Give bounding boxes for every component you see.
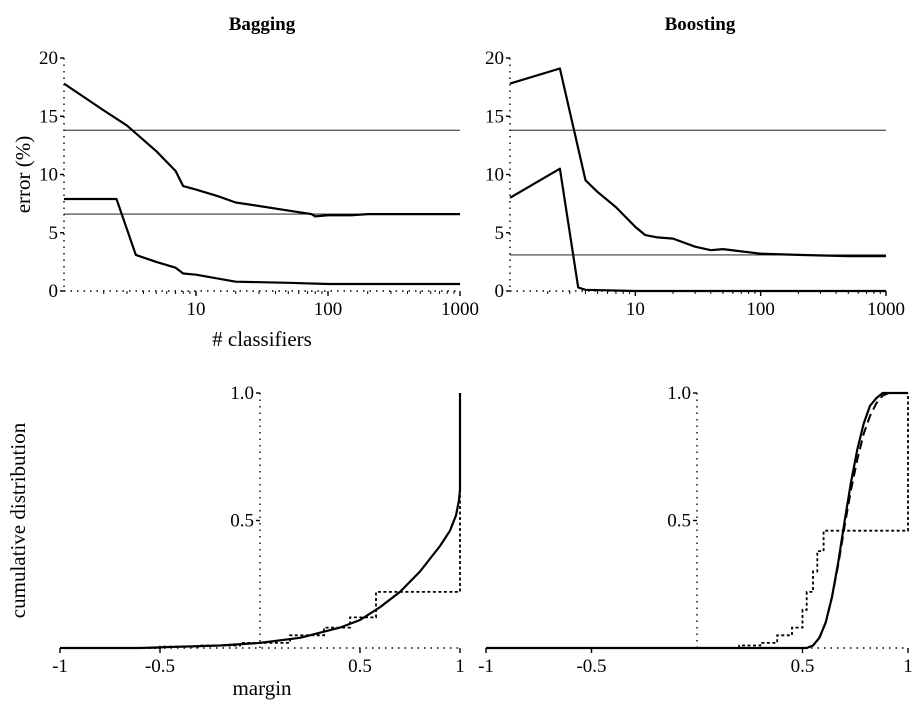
y-tick-label: 20 [39,48,58,69]
chart-title: Boosting [665,14,736,35]
x-tick-label: 1 [455,656,465,677]
series-line-1 [63,82,460,218]
y-tick-label: 10 [485,165,504,186]
series-line-1 [509,67,886,258]
x-tick-label: 10 [626,299,645,320]
chart-title: Bagging [229,14,296,35]
x-tick-label: 0.5 [348,656,372,677]
x-axis-label: # classifiers [212,327,312,351]
series-line-2 [60,393,461,649]
y-tick-label: 1.0 [230,383,254,404]
x-tick-label: 1000 [867,299,905,320]
bagging-margin-panel: -1 -0.5 0.5 1 0.5 1.0 margin cumulative distrib… [6,383,465,700]
y-tick-label: 0.5 [230,511,254,532]
x-tick-label: 1000 [441,299,479,320]
boosting-margin-panel: -1 -0.5 0.5 1 0.5 1.0 [478,383,912,677]
series-line-2 [509,167,886,293]
y-axis-label: cumulative distribution [6,422,30,618]
x-tick-label: -1 [52,656,68,677]
x-tick-label: 100 [746,299,775,320]
y-tick-label: 10 [39,165,58,186]
y-tick-label: 5 [49,223,59,244]
x-tick-label: -0.5 [145,656,175,677]
series-line-2 [64,197,460,286]
y-tick-label: 0 [495,281,505,302]
x-tick-label: 0.5 [791,656,815,677]
series-line-1 [486,391,908,650]
y-tick-label: 0.5 [667,511,691,532]
x-axis-label: margin [232,676,292,700]
series-line-2 [806,392,908,649]
bagging-error-panel: Bagging 10 100 1000 0 5 10 15 20 # classifiers err… [11,14,479,351]
x-tick-label: 1 [903,656,912,677]
y-tick-label: 15 [39,106,58,127]
y-tick-label: 1.0 [667,383,691,404]
y-tick-label: 15 [485,106,504,127]
y-tick-label: 20 [485,48,504,69]
x-tick-label: 100 [314,299,343,320]
y-tick-label: 5 [495,223,505,244]
x-tick-label: 10 [187,299,206,320]
series-line-3 [486,393,909,649]
y-axis-label: error (%) [11,136,35,214]
x-tick-label: -1 [478,656,494,677]
x-tick-label: -0.5 [576,656,606,677]
y-tick-label: 0 [49,281,59,302]
boosting-error-panel: Boosting 10 100 1000 0 5 10 15 20 [485,14,905,320]
